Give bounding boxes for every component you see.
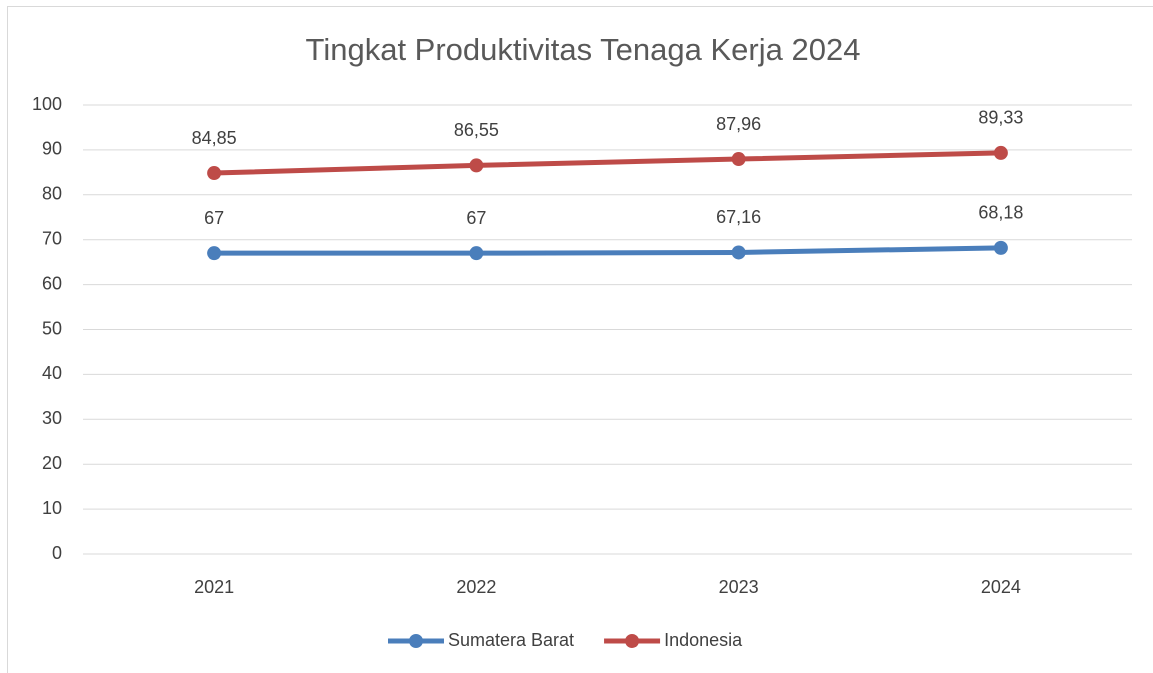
data-label: 89,33 — [978, 108, 1023, 128]
y-tick-label: 10 — [42, 498, 62, 518]
data-label: 67 — [204, 208, 224, 228]
data-label: 67 — [466, 208, 486, 228]
data-label: 68,18 — [978, 203, 1023, 223]
data-label: 87,96 — [716, 114, 761, 134]
point — [993, 240, 1008, 255]
x-tick-label: 2021 — [194, 577, 234, 597]
y-tick-label: 90 — [42, 139, 62, 159]
x-tick-label: 2022 — [456, 577, 496, 597]
data-label: 67,16 — [716, 207, 761, 227]
chart-border — [7, 6, 1153, 673]
data-label: 84,85 — [192, 128, 237, 148]
y-tick-label: 40 — [42, 363, 62, 383]
x-tick-label: 2024 — [981, 577, 1021, 597]
y-tick-label: 0 — [52, 543, 62, 563]
legend-label: Indonesia — [664, 630, 743, 650]
point — [207, 246, 222, 261]
legend-marker — [409, 634, 423, 648]
y-tick-label: 60 — [42, 273, 62, 293]
point — [731, 245, 746, 260]
legend-label: Sumatera Barat — [448, 630, 574, 650]
y-tick-label: 50 — [42, 318, 62, 338]
point — [207, 166, 222, 181]
y-tick-label: 20 — [42, 453, 62, 473]
point — [993, 145, 1008, 160]
y-tick-label: 30 — [42, 408, 62, 428]
point — [469, 158, 484, 173]
legend-marker — [625, 634, 640, 648]
point — [469, 246, 484, 261]
chart-title: Tingkat Produktivitas Tenaga Kerja 2024 — [306, 32, 861, 67]
y-tick-label: 80 — [42, 184, 62, 204]
series-line — [211, 245, 1004, 256]
y-tick-label: 100 — [32, 94, 62, 114]
data-label: 86,55 — [454, 120, 499, 140]
x-tick-label: 2023 — [719, 577, 759, 597]
series-line — [211, 150, 1004, 176]
point — [731, 152, 746, 167]
y-tick-label: 70 — [42, 228, 62, 248]
